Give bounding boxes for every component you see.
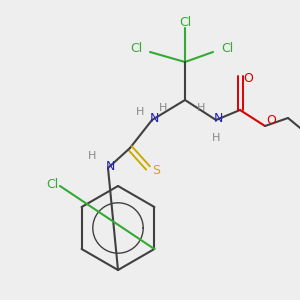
- Text: H: H: [136, 107, 144, 117]
- Text: N: N: [213, 112, 223, 124]
- Text: Cl: Cl: [130, 41, 142, 55]
- Text: O: O: [266, 113, 276, 127]
- Text: O: O: [243, 71, 253, 85]
- Text: H: H: [212, 133, 220, 143]
- Text: Cl: Cl: [179, 16, 191, 28]
- Text: H: H: [88, 151, 96, 161]
- Text: Cl: Cl: [46, 178, 58, 190]
- Text: H: H: [159, 103, 167, 113]
- Text: Cl: Cl: [221, 41, 233, 55]
- Text: N: N: [105, 160, 115, 172]
- Text: S: S: [152, 164, 160, 176]
- Text: N: N: [149, 112, 159, 124]
- Text: H: H: [197, 103, 205, 113]
